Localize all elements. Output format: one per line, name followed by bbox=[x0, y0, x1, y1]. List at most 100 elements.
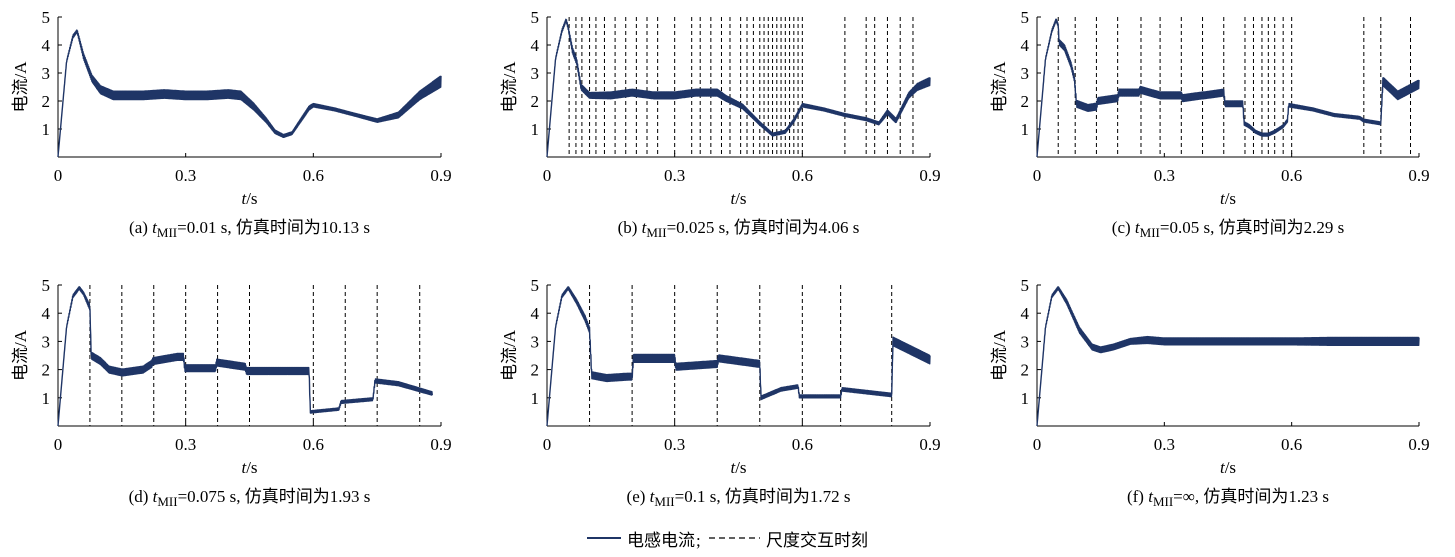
caption-prefix: (e) bbox=[627, 487, 650, 506]
x-axis-label-unit: /s bbox=[1225, 458, 1236, 477]
x-tick-label: 0.3 bbox=[175, 435, 196, 454]
inductor-current-line bbox=[57, 29, 442, 158]
y-axis-label: 电流/A bbox=[11, 61, 30, 113]
x-tick-label: 0 bbox=[1033, 166, 1042, 185]
legend-separator: ; bbox=[696, 531, 701, 550]
y-axis-label: 电流/A bbox=[500, 329, 519, 381]
x-tick-label: 0.6 bbox=[1281, 435, 1302, 454]
y-tick-label: 4 bbox=[42, 304, 51, 323]
x-tick-label: 0.3 bbox=[1154, 435, 1175, 454]
x-tick-label: 0.9 bbox=[1408, 166, 1429, 185]
panel-caption: (a) tMII=0.01 s, 仿真时间为10.13 s bbox=[129, 218, 370, 240]
x-tick-label: 0.6 bbox=[303, 435, 324, 454]
x-axis-label-symbol: t bbox=[730, 458, 736, 477]
caption-subscript: MII bbox=[654, 494, 674, 509]
legend-series-label: 电感电流 bbox=[627, 531, 695, 550]
caption-text: =∞, 仿真时间为1.23 s bbox=[1173, 487, 1329, 506]
y-tick-label: 1 bbox=[42, 389, 51, 408]
caption-subscript: MII bbox=[157, 494, 177, 509]
y-tick-label: 2 bbox=[1021, 361, 1030, 380]
x-tick-label: 0.9 bbox=[919, 166, 940, 185]
x-axis-label: t/s bbox=[241, 458, 257, 477]
x-axis-label-unit: /s bbox=[735, 189, 746, 208]
x-tick-label: 0 bbox=[543, 166, 552, 185]
caption-text: =0.01 s, 仿真时间为10.13 s bbox=[177, 218, 370, 237]
y-tick-label: 5 bbox=[1021, 276, 1030, 295]
caption-symbol: t bbox=[152, 218, 158, 237]
caption-prefix: (b) bbox=[618, 218, 642, 237]
x-tick-label: 0.9 bbox=[430, 166, 451, 185]
caption-subscript: MII bbox=[1153, 494, 1173, 509]
x-tick-label: 0 bbox=[54, 435, 63, 454]
y-tick-label: 5 bbox=[531, 8, 540, 27]
x-axis-label: t/s bbox=[1220, 189, 1236, 208]
y-tick-label: 1 bbox=[531, 120, 540, 139]
caption-symbol: t bbox=[1135, 218, 1141, 237]
legend: 电感电流 ; 尺度交互时刻 bbox=[587, 531, 868, 550]
x-tick-label: 0.3 bbox=[175, 166, 196, 185]
x-tick-label: 0.9 bbox=[1408, 435, 1429, 454]
caption-symbol: t bbox=[642, 218, 648, 237]
y-tick-label: 2 bbox=[42, 361, 51, 380]
y-tick-label: 4 bbox=[531, 304, 540, 323]
x-axis-label-symbol: t bbox=[730, 189, 736, 208]
y-tick-label: 4 bbox=[1021, 36, 1030, 55]
caption-subscript: MII bbox=[646, 225, 666, 240]
y-tick-label: 1 bbox=[1021, 120, 1030, 139]
caption-prefix: (d) bbox=[129, 487, 153, 506]
y-tick-label: 3 bbox=[1021, 64, 1030, 83]
caption-prefix: (a) bbox=[129, 218, 152, 237]
y-tick-label: 2 bbox=[42, 92, 51, 111]
x-tick-label: 0.9 bbox=[919, 435, 940, 454]
y-tick-label: 5 bbox=[1021, 8, 1030, 27]
panel-caption: (d) tMII=0.075 s, 仿真时间为1.93 s bbox=[129, 487, 371, 509]
inductor-current-line bbox=[1036, 18, 1420, 158]
x-axis-label-unit: /s bbox=[246, 458, 257, 477]
y-tick-label: 3 bbox=[42, 332, 51, 351]
y-tick-label: 2 bbox=[531, 92, 540, 111]
y-tick-label: 3 bbox=[531, 332, 540, 351]
x-axis-label-symbol: t bbox=[241, 458, 247, 477]
caption-symbol: t bbox=[153, 487, 159, 506]
caption-text: =0.05 s, 仿真时间为2.29 s bbox=[1160, 218, 1344, 237]
x-axis-label: t/s bbox=[1220, 458, 1236, 477]
x-tick-label: 0 bbox=[54, 166, 63, 185]
inductor-current-line bbox=[57, 286, 433, 427]
caption-prefix: (c) bbox=[1112, 218, 1135, 237]
y-tick-label: 3 bbox=[531, 64, 540, 83]
y-axis-label: 电流/A bbox=[990, 61, 1009, 113]
y-tick-label: 3 bbox=[1021, 332, 1030, 351]
y-tick-label: 1 bbox=[531, 389, 540, 408]
x-tick-label: 0.6 bbox=[792, 435, 813, 454]
caption-prefix: (f) bbox=[1127, 487, 1148, 506]
x-tick-label: 0.3 bbox=[1154, 166, 1175, 185]
y-tick-label: 5 bbox=[42, 8, 51, 27]
y-tick-label: 4 bbox=[1021, 304, 1030, 323]
x-axis-label: t/s bbox=[730, 189, 746, 208]
inductor-current-line bbox=[546, 286, 931, 427]
x-tick-label: 0.6 bbox=[1281, 166, 1302, 185]
x-tick-label: 0 bbox=[543, 435, 552, 454]
y-tick-label: 1 bbox=[42, 120, 51, 139]
inductor-current-line bbox=[1036, 286, 1420, 427]
x-tick-label: 0.3 bbox=[664, 166, 685, 185]
caption-text: =0.1 s, 仿真时间为1.72 s bbox=[675, 487, 851, 506]
panel-caption: (c) tMII=0.05 s, 仿真时间为2.29 s bbox=[1112, 218, 1344, 240]
caption-subscript: MII bbox=[1140, 225, 1160, 240]
y-tick-label: 2 bbox=[531, 361, 540, 380]
panel-caption: (b) tMII=0.025 s, 仿真时间为4.06 s bbox=[618, 218, 860, 240]
caption-subscript: MII bbox=[157, 225, 177, 240]
caption-symbol: t bbox=[1148, 487, 1154, 506]
y-tick-label: 5 bbox=[531, 276, 540, 295]
y-tick-label: 3 bbox=[42, 64, 51, 83]
y-axis-label: 电流/A bbox=[11, 329, 30, 381]
caption-text: =0.075 s, 仿真时间为1.93 s bbox=[178, 487, 371, 506]
x-tick-label: 0.6 bbox=[303, 166, 324, 185]
x-axis-label: t/s bbox=[730, 458, 746, 477]
